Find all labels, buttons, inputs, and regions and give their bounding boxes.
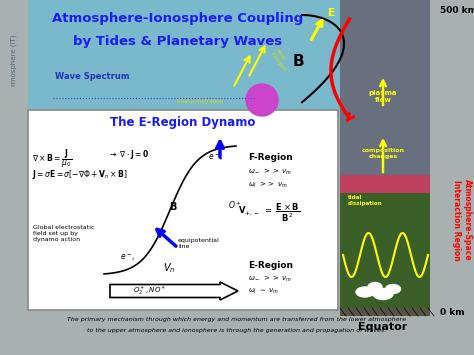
Text: wave
transport: wave transport — [270, 48, 292, 72]
FancyArrow shape — [110, 282, 238, 300]
Text: $\mathbf{V}_{+,-}\ =\ \dfrac{\mathbf{E}\times\mathbf{B}}{\mathbf{B}^2}$: $\mathbf{V}_{+,-}\ =\ \dfrac{\mathbf{E}\… — [238, 202, 300, 224]
Ellipse shape — [356, 287, 374, 297]
Text: $\omega_-\ >>\ \nu_m$: $\omega_-\ >>\ \nu_m$ — [248, 274, 292, 284]
Text: The E-Region Dynamo: The E-Region Dynamo — [110, 116, 255, 129]
Bar — [340, 193, 430, 308]
Ellipse shape — [368, 283, 382, 291]
Text: Wave Spectrum: Wave Spectrum — [55, 72, 129, 81]
Text: $V_n$: $V_n$ — [163, 261, 175, 275]
Text: plasma
flow: plasma flow — [369, 90, 397, 103]
Text: F-Region: F-Region — [248, 153, 293, 162]
Text: $\omega_-\ >>\ \nu_m$: $\omega_-\ >>\ \nu_m$ — [248, 167, 292, 177]
Circle shape — [246, 84, 278, 116]
Text: $e^-,$: $e^-,$ — [208, 153, 224, 163]
Text: $\nabla\times\mathbf{B}=\dfrac{\mathbf{J}}{\mu_0}$: $\nabla\times\mathbf{B}=\dfrac{\mathbf{J… — [32, 148, 72, 170]
Text: $\omega_i\ \sim\ \nu_m$: $\omega_i\ \sim\ \nu_m$ — [248, 287, 279, 296]
Text: composition
changes: composition changes — [362, 148, 404, 159]
Bar — [340, 175, 430, 193]
Text: Atmosphere-Space
Interaction Region: Atmosphere-Space Interaction Region — [452, 179, 472, 261]
Text: $O^+$: $O^+$ — [228, 199, 242, 211]
Text: E-Region: E-Region — [248, 261, 293, 270]
Text: tidal penetration: tidal penetration — [177, 99, 223, 104]
Text: tidal
dissipation: tidal dissipation — [348, 195, 383, 206]
Text: rmosphere (IT): rmosphere (IT) — [11, 34, 17, 86]
Text: $\mathbf{J}=\sigma\mathbf{E}=\sigma\left[-\nabla\Phi+\mathbf{V}_n\times\mathbf{B: $\mathbf{J}=\sigma\mathbf{E}=\sigma\left… — [32, 168, 128, 181]
Text: 0 km: 0 km — [440, 308, 465, 317]
Text: E: E — [328, 8, 335, 18]
Text: Global electrostatic
field set up by
dynamo action: Global electrostatic field set up by dyn… — [33, 225, 94, 242]
Bar — [28, 0, 343, 112]
Bar — [340, 0, 430, 175]
Text: by Tides & Planetary Waves: by Tides & Planetary Waves — [73, 35, 283, 48]
Text: 500 km: 500 km — [440, 6, 474, 15]
Ellipse shape — [373, 289, 393, 300]
Text: The primary mechanism through which energy and momentum are transferred from the: The primary mechanism through which ener… — [67, 317, 407, 322]
Text: to the upper atmosphere and ionosphere is through the generation and propagation: to the upper atmosphere and ionosphere i… — [87, 328, 387, 333]
Text: B: B — [292, 55, 304, 70]
Text: $O_2^+, NO^+$: $O_2^+, NO^+$ — [133, 285, 167, 297]
Text: $e^-,$: $e^-,$ — [120, 253, 136, 263]
Text: B: B — [169, 202, 177, 212]
Text: $\omega_i\ >>\ \nu_m$: $\omega_i\ >>\ \nu_m$ — [248, 180, 288, 190]
Text: $\rightarrow\ \nabla\cdot\mathbf{J}=\mathbf{0}$: $\rightarrow\ \nabla\cdot\mathbf{J}=\mat… — [108, 148, 149, 161]
Bar — [28, 110, 338, 310]
Bar — [340, 308, 430, 316]
Text: Atmosphere-Ionosphere Coupling: Atmosphere-Ionosphere Coupling — [52, 12, 304, 25]
Text: equipotential
line: equipotential line — [178, 238, 220, 249]
Text: Equator: Equator — [358, 322, 408, 332]
Ellipse shape — [385, 284, 401, 294]
